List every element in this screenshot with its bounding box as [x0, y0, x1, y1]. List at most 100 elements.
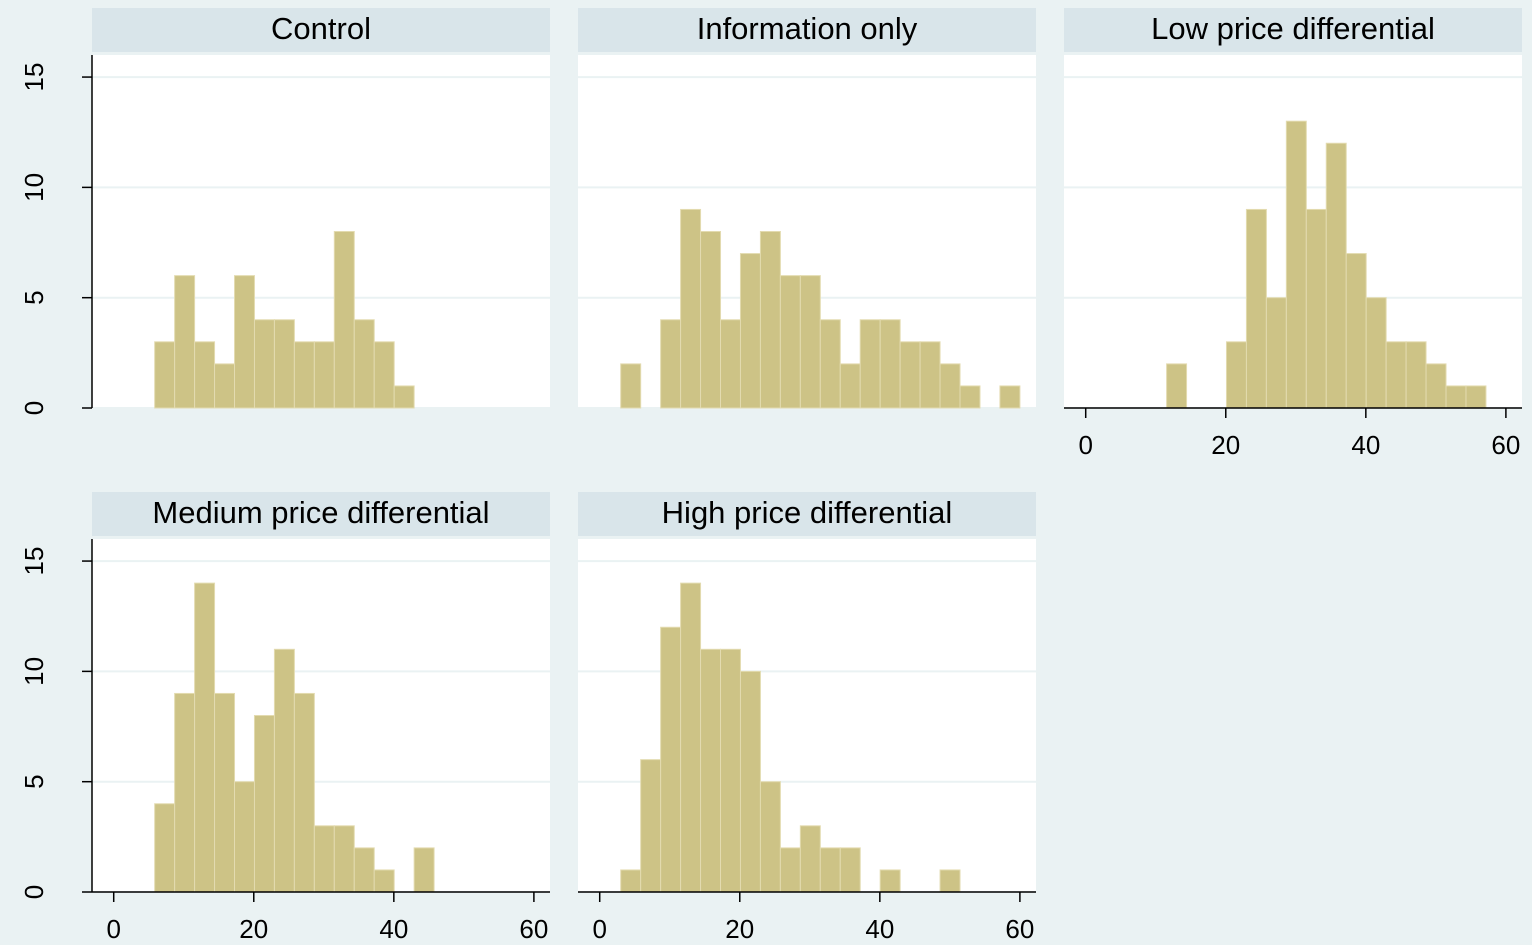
bar: [1225, 341, 1247, 409]
panel-header: [92, 492, 550, 536]
x-tick-label: 0: [1078, 430, 1092, 460]
y-tick-label: 15: [19, 63, 49, 92]
bar: [1325, 142, 1347, 409]
x-tick-label: 40: [865, 914, 894, 944]
panel-title: Information only: [697, 11, 918, 46]
bar: [779, 847, 801, 893]
panel-header: [578, 492, 1036, 536]
bar: [720, 319, 741, 409]
x-tick-label: 60: [519, 914, 548, 944]
panel-header: [92, 8, 550, 52]
bar: [154, 803, 176, 893]
bar: [373, 869, 395, 893]
bar: [819, 319, 841, 409]
bar: [174, 275, 196, 409]
bar: [839, 363, 861, 409]
panel-title: Medium price differential: [152, 495, 489, 530]
bar: [759, 781, 781, 893]
panel-header: [578, 8, 1036, 52]
bar: [353, 319, 375, 409]
x-tick-label: 20: [1211, 430, 1240, 460]
y-tick-label: 15: [19, 547, 49, 576]
panel-title: Low price differential: [1151, 11, 1435, 46]
bar: [273, 319, 295, 409]
bar: [1365, 297, 1387, 409]
bar: [660, 626, 682, 893]
bar: [1245, 208, 1267, 409]
bar: [660, 319, 682, 409]
bar: [620, 363, 642, 409]
bar: [680, 208, 702, 409]
x-tick-label: 40: [1351, 430, 1380, 460]
x-tick-label: 0: [106, 914, 120, 944]
bar: [194, 341, 216, 409]
y-tick-label: 5: [19, 290, 49, 304]
y-tick-label: 5: [19, 774, 49, 788]
bar: [214, 692, 236, 893]
bar: [700, 231, 722, 409]
bar: [174, 692, 196, 893]
x-tick-label: 0: [592, 914, 606, 944]
y-tick-label: 0: [19, 885, 49, 899]
y-tick-label: 10: [19, 657, 49, 686]
bar: [1345, 253, 1367, 409]
bar: [720, 648, 741, 893]
bar: [1465, 385, 1487, 409]
x-tick-label: 20: [239, 914, 268, 944]
bar: [393, 385, 415, 409]
bar: [1425, 363, 1447, 409]
panel-title: High price differential: [662, 495, 953, 530]
bar: [253, 715, 275, 893]
bar: [1385, 341, 1407, 409]
bar: [154, 341, 176, 409]
bar: [839, 847, 861, 893]
bar: [373, 341, 395, 409]
bar: [1305, 208, 1327, 409]
bar: [939, 869, 961, 893]
bar: [234, 781, 255, 893]
x-tick-label: 20: [725, 914, 754, 944]
bar: [739, 253, 761, 409]
bar: [353, 847, 375, 893]
bar: [313, 341, 335, 409]
x-tick-label: 40: [379, 914, 408, 944]
bar: [620, 869, 642, 893]
bar: [234, 275, 255, 409]
bar: [859, 319, 881, 409]
bar: [1405, 341, 1427, 409]
bar: [939, 363, 961, 409]
bar: [313, 825, 335, 893]
bar: [1285, 120, 1307, 409]
bar: [1166, 363, 1188, 409]
bar: [879, 869, 901, 893]
bar: [779, 275, 801, 409]
panel-header: [1064, 8, 1522, 52]
bar: [194, 582, 216, 893]
bar: [273, 648, 295, 893]
bar: [700, 648, 722, 893]
bar: [253, 319, 275, 409]
bar: [293, 341, 315, 409]
bar: [879, 319, 901, 409]
bar: [413, 847, 435, 893]
x-tick-label: 60: [1491, 430, 1520, 460]
bar: [759, 231, 781, 409]
bar: [919, 341, 941, 409]
bar: [819, 847, 841, 893]
bar: [999, 385, 1021, 409]
bar: [1445, 385, 1467, 409]
bar: [739, 670, 761, 893]
bar: [799, 275, 821, 409]
bar: [899, 341, 921, 409]
bar: [640, 759, 662, 893]
bar: [680, 582, 702, 893]
bar: [1265, 297, 1287, 409]
bar: [959, 385, 981, 409]
bar: [333, 231, 355, 409]
x-tick-label: 60: [1005, 914, 1034, 944]
bar: [293, 692, 315, 893]
bar: [214, 363, 236, 409]
y-tick-label: 10: [19, 173, 49, 202]
